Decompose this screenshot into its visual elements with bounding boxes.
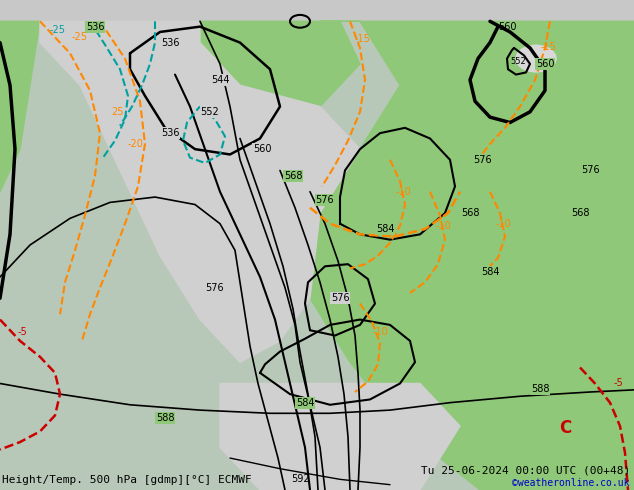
Text: 25: 25 xyxy=(112,107,124,117)
Text: Tu 25-06-2024 00:00 UTC (00+48): Tu 25-06-2024 00:00 UTC (00+48) xyxy=(421,465,630,475)
Text: -15: -15 xyxy=(540,42,556,52)
Text: 568: 568 xyxy=(571,208,589,218)
Text: 568: 568 xyxy=(461,208,479,218)
Text: C: C xyxy=(559,419,571,437)
Text: -10: -10 xyxy=(372,327,388,337)
Text: 560: 560 xyxy=(253,144,271,154)
Text: 584: 584 xyxy=(295,398,314,408)
Text: 576: 576 xyxy=(331,293,349,303)
Text: -25: -25 xyxy=(72,32,88,42)
Text: Height/Temp. 500 hPa [gdmp][°C] ECMWF: Height/Temp. 500 hPa [gdmp][°C] ECMWF xyxy=(2,475,252,485)
Text: 552: 552 xyxy=(510,57,526,66)
Text: -5: -5 xyxy=(17,327,27,337)
Text: -20: -20 xyxy=(127,139,143,149)
Polygon shape xyxy=(310,21,634,490)
Text: 588: 588 xyxy=(531,384,549,394)
Text: ©weatheronline.co.uk: ©weatheronline.co.uk xyxy=(512,478,630,488)
Text: -25: -25 xyxy=(50,25,66,35)
Text: -15: -15 xyxy=(354,34,370,45)
Text: -5: -5 xyxy=(613,378,623,389)
Text: 568: 568 xyxy=(284,171,302,181)
Text: 552: 552 xyxy=(200,107,219,117)
Text: 536: 536 xyxy=(161,38,179,48)
Text: 576: 576 xyxy=(474,155,493,165)
Text: -10: -10 xyxy=(435,221,451,231)
Text: 560: 560 xyxy=(498,22,516,32)
Text: 560: 560 xyxy=(536,59,554,69)
Text: 544: 544 xyxy=(210,75,230,85)
Text: 536: 536 xyxy=(86,22,104,32)
Text: 584: 584 xyxy=(376,224,394,234)
Text: 584: 584 xyxy=(481,267,499,277)
Text: 576: 576 xyxy=(316,195,334,205)
Text: 576: 576 xyxy=(205,283,224,293)
Text: -10: -10 xyxy=(495,219,511,229)
Ellipse shape xyxy=(516,45,556,72)
Text: 576: 576 xyxy=(581,166,599,175)
Polygon shape xyxy=(200,21,360,106)
Text: 592: 592 xyxy=(290,474,309,484)
Text: -10: -10 xyxy=(395,187,411,197)
Text: 588: 588 xyxy=(156,413,174,422)
Text: 536: 536 xyxy=(161,128,179,138)
Polygon shape xyxy=(0,21,40,192)
Polygon shape xyxy=(220,384,460,490)
Polygon shape xyxy=(40,21,360,362)
